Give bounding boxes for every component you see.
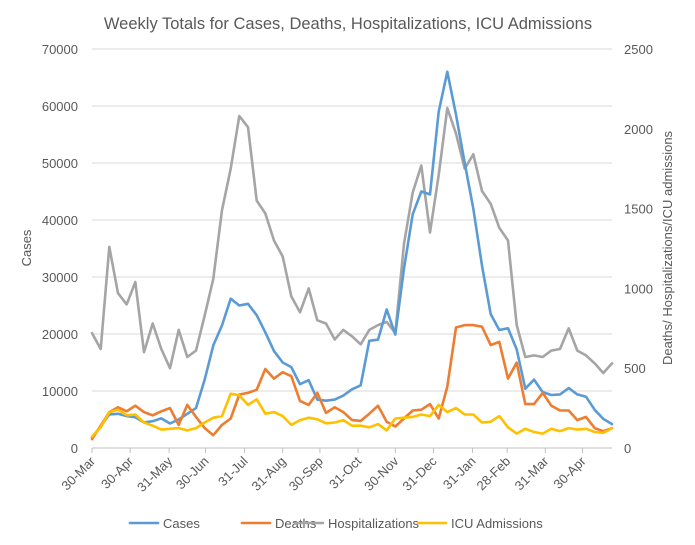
y-axis-label: Cases (19, 229, 34, 266)
y2-tick-label: 2500 (624, 42, 653, 57)
y-tick-label: 20000 (42, 327, 78, 342)
x-tick-label: 30-Jun (173, 454, 212, 493)
series-layer (90, 70, 614, 441)
y-tick-label: 70000 (42, 42, 78, 57)
y2-axis-ticks: 0 500 1000 1500 2000 2500 (624, 42, 653, 456)
series-line-icu-admissions (90, 392, 614, 439)
x-tick-label: 30-Nov (361, 453, 402, 494)
y-tick-label: 10000 (42, 384, 78, 399)
y-tick-label: 60000 (42, 99, 78, 114)
x-tick-label: 31-Oct (326, 453, 364, 491)
y2-tick-label: 1000 (624, 281, 653, 296)
legend-label-icu-admissions: ICU Admissions (451, 516, 543, 531)
x-tick-label: 30-Mar (58, 453, 98, 493)
legend-label-cases: Cases (163, 516, 200, 531)
x-tick-label: 30-Apr (98, 453, 137, 492)
y-tick-label: 0 (71, 441, 78, 456)
x-tick-label: 30-Apr (550, 453, 589, 492)
y2-tick-label: 500 (624, 361, 646, 376)
grid-layer (92, 48, 612, 392)
x-tick-label: 31-Dec (399, 453, 440, 494)
legend-label-hospitalizations: Hospitalizations (328, 516, 420, 531)
y2-axis-label: Deaths/ Hospitalizations/ICU admissions (660, 130, 675, 365)
y2-tick-label: 1500 (624, 202, 653, 217)
y-tick-label: 50000 (42, 156, 78, 171)
y2-tick-label: 0 (624, 441, 631, 456)
series-line-hospitalizations (90, 106, 614, 375)
y2-tick-label: 2000 (624, 122, 653, 137)
series-line-cases (90, 70, 614, 440)
x-tick-label: 30-Sep (286, 454, 326, 494)
x-tick-label: 31-Jul (215, 453, 251, 489)
legend: Cases Deaths Hospitalizations ICU Admission… (128, 516, 543, 531)
y-tick-label: 40000 (42, 213, 78, 228)
x-tick-label: 28-Feb (474, 454, 514, 494)
x-tick-label: 31-May (134, 453, 176, 495)
x-tick-label: 31-Aug (249, 454, 289, 494)
y-axis-ticks: 0 10000 20000 30000 40000 50000 60000 70000 (42, 42, 78, 456)
x-tick-label: 31-Jan (440, 454, 479, 493)
series-line-deaths (90, 323, 614, 441)
chart-title: Weekly Totals for Cases, Deaths, Hospita… (104, 15, 592, 33)
x-tick-label: 31-Mar (512, 453, 552, 493)
y-tick-label: 30000 (42, 270, 78, 285)
